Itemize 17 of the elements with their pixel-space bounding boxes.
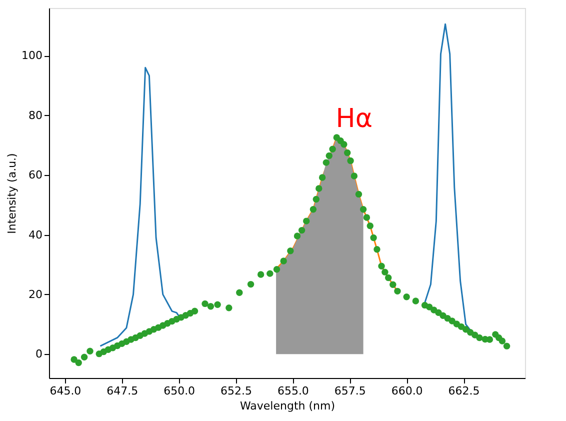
y-axis-title: Intensity (a.u.) [6,153,19,234]
y-tick-label: 100 [22,49,42,62]
x-axis-title: Wavelength (nm) [240,400,336,412]
x-tick-label: 662.5 [448,384,480,398]
y-tick-label: 20 [28,288,42,301]
x-tick-label: 655.0 [277,384,309,398]
y-tick-label: 40 [28,228,42,242]
y-tick-label: 0 [36,348,42,361]
x-tick-label: 647.5 [106,384,138,398]
x-tick-label: 652.5 [220,384,252,398]
x-tick-label: 657.5 [334,384,366,398]
x-tick-label: 645.0 [50,384,82,398]
annotation: Hα [336,104,372,134]
x-tick-label: 660.0 [391,384,423,398]
x-tick-label: 650.0 [164,384,196,398]
y-tick-label: 60 [28,168,42,182]
y-tick-label: 80 [28,108,42,122]
